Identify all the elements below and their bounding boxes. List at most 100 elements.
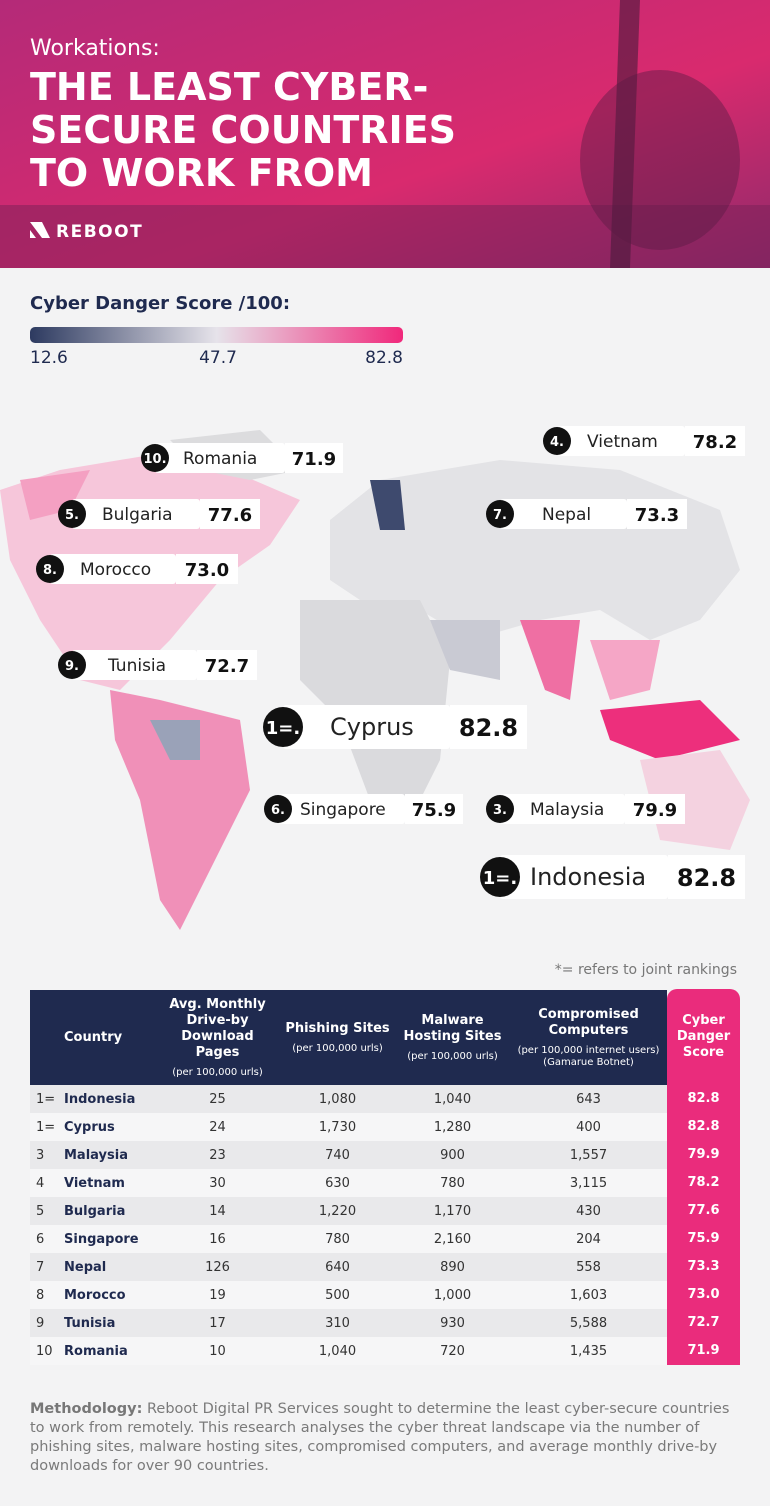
legend-bar — [30, 327, 403, 343]
legend-max: 82.8 — [365, 348, 403, 368]
cell: 82.8 — [667, 1113, 740, 1141]
cell: 1,170 — [433, 1203, 472, 1219]
cell: 310 — [325, 1315, 350, 1331]
title-line: SECURE COUNTRIES — [30, 108, 456, 152]
rank-badge — [486, 500, 514, 528]
score-box — [176, 554, 238, 584]
column-title: Country — [64, 1029, 123, 1045]
table-row: 1= Indonesia 25 1,080 1,040 643 82.8 — [30, 1085, 740, 1113]
cell: 16 — [209, 1231, 226, 1247]
column-title: Cyber Danger Score — [676, 1013, 731, 1060]
score: 82.8 — [677, 864, 736, 892]
cell: Morocco — [64, 1287, 126, 1303]
header-row: Country Avg. Monthly Drive-by Download Pa… — [30, 989, 740, 1085]
cell: 73.3 — [667, 1253, 740, 1281]
table-row: 1= Cyprus 24 1,730 1,280 400 82.8 — [30, 1113, 740, 1141]
cell: 1,080 — [318, 1091, 357, 1107]
cell: 2,160 — [433, 1231, 472, 1247]
cell: 72.7 — [667, 1309, 740, 1337]
cell: Bulgaria — [64, 1203, 126, 1219]
rank: 4. — [550, 435, 564, 450]
legend-title: Cyber Danger Score /100: — [30, 293, 290, 314]
cell: Malaysia — [64, 1147, 128, 1163]
rank: 1=. — [266, 718, 300, 739]
score-box — [668, 855, 745, 899]
cell: Indonesia — [64, 1091, 136, 1107]
cell: 1= — [36, 1119, 56, 1135]
score: 77.6 — [208, 505, 252, 526]
person — [580, 70, 740, 250]
logo-icon — [30, 222, 50, 238]
header-cell: Cyber Danger Score — [667, 989, 740, 1085]
country: Malaysia — [530, 800, 604, 820]
cell: 24 — [209, 1119, 226, 1135]
table-row: 6 Singapore 16 780 2,160 204 75.9 — [30, 1225, 740, 1253]
cell: 1,040 — [318, 1343, 357, 1359]
table-row: 8 Morocco 19 500 1,000 1,603 73.0 — [30, 1281, 740, 1309]
methodology-label: Methodology: — [30, 1401, 143, 1417]
cell: 3,115 — [569, 1175, 608, 1191]
score-box — [627, 499, 687, 529]
label-bg — [72, 650, 197, 680]
cell: Romania — [64, 1343, 128, 1359]
cell: 1,220 — [318, 1203, 357, 1219]
cell: 5 — [36, 1203, 45, 1219]
column-subtitle: (per 100,000 urls) — [407, 1050, 498, 1062]
cell: 500 — [325, 1287, 350, 1303]
score-box — [197, 650, 257, 680]
score-box — [405, 794, 463, 824]
column-subtitle: (per 100,000 urls) — [292, 1042, 383, 1054]
label-bg — [500, 499, 627, 529]
cell: 1,557 — [569, 1147, 608, 1163]
cell: 643 — [576, 1091, 601, 1107]
country: Indonesia — [530, 863, 646, 891]
cell: 1,730 — [318, 1119, 357, 1135]
column-title: Malware Hosting Sites — [403, 1012, 502, 1044]
legend-mid: 47.7 — [199, 348, 237, 368]
cell: 78.2 — [667, 1169, 740, 1197]
score: 72.7 — [205, 656, 249, 677]
rank-badge — [141, 444, 169, 472]
cell: 780 — [440, 1175, 465, 1191]
cell: 1,603 — [569, 1287, 608, 1303]
rank: 6. — [271, 803, 285, 818]
tree — [610, 0, 640, 268]
cell: 1,000 — [433, 1287, 472, 1303]
cell: 890 — [440, 1259, 465, 1275]
column-subtitle: (per 100,000 urls) — [172, 1066, 263, 1078]
cell: 400 — [576, 1119, 601, 1135]
label-bg — [557, 426, 685, 456]
rank: 9. — [65, 659, 79, 674]
cell: 1,435 — [569, 1343, 608, 1359]
header-cell: Country — [60, 990, 155, 1085]
rank-badge — [58, 651, 86, 679]
cell: 73.0 — [667, 1281, 740, 1309]
cell: 79.9 — [667, 1141, 740, 1169]
column-subtitle: (per 100,000 internet users) (Gamarue Bo… — [517, 1044, 660, 1068]
table-row: 4 Vietnam 30 630 780 3,115 78.2 — [30, 1169, 740, 1197]
label-bg — [283, 705, 450, 749]
cell: 3 — [36, 1147, 45, 1163]
header-ground — [0, 205, 770, 268]
rank: 10. — [143, 452, 166, 467]
cell: 5,588 — [569, 1315, 608, 1331]
cell: Tunisia — [64, 1315, 116, 1331]
column-title: Compromised Computers — [538, 1006, 639, 1038]
footnote: *= refers to joint rankings — [555, 962, 737, 978]
cell: 10 — [209, 1343, 226, 1359]
label-bg — [500, 794, 625, 824]
cell: 75.9 — [667, 1225, 740, 1253]
cell: 640 — [325, 1259, 350, 1275]
cell: 82.8 — [667, 1085, 740, 1113]
label-bg — [50, 554, 176, 584]
cell: 19 — [209, 1287, 226, 1303]
header-cell: Malware Hosting Sites (per 100,000 urls) — [395, 990, 510, 1085]
header-cell: Avg. Monthly Drive-by Download Pages (per… — [155, 990, 280, 1085]
score: 71.9 — [292, 449, 336, 470]
score: 73.0 — [185, 560, 229, 581]
cell: 630 — [325, 1175, 350, 1191]
rank: 3. — [493, 803, 507, 818]
cell: Nepal — [64, 1259, 107, 1275]
cell: 1,040 — [433, 1091, 472, 1107]
